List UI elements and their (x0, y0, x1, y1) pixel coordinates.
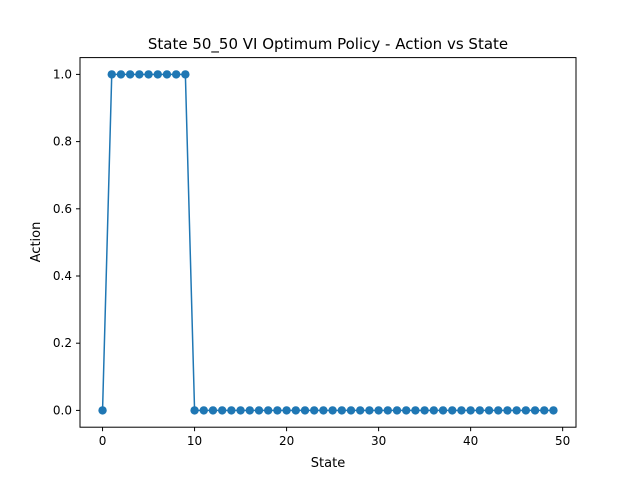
x-axis-ticks: 0 10 20 30 40 50 (99, 427, 570, 448)
x-axis-label: State (311, 456, 345, 471)
y-tick-label: 0.2 (53, 336, 72, 350)
y-axis-ticks: 0.0 0.2 0.4 0.6 0.8 1.0 (53, 67, 80, 417)
data-point (190, 406, 199, 415)
chart-title: State 50_50 VI Optimum Policy - Action v… (148, 35, 508, 54)
data-point (448, 406, 457, 415)
data-point (263, 406, 273, 415)
x-tick-label: 0 (99, 434, 107, 448)
y-tick-label: 0.8 (53, 135, 72, 149)
data-point (171, 70, 181, 79)
data-point (429, 406, 439, 415)
x-tick-label: 20 (279, 434, 294, 448)
data-point (162, 70, 172, 79)
data-point (549, 406, 558, 415)
data-point (227, 406, 236, 415)
x-tick-label: 40 (463, 434, 478, 448)
y-tick-label: 0.0 (53, 403, 72, 417)
data-point (282, 406, 291, 415)
data-point (199, 406, 208, 415)
data-point (411, 406, 420, 415)
data-point (319, 406, 328, 415)
data-point (346, 406, 356, 415)
y-tick-label: 0.4 (53, 269, 72, 283)
data-point (135, 70, 144, 79)
y-tick-label: 0.6 (53, 202, 72, 216)
data-point (484, 406, 494, 415)
data-point (475, 406, 485, 415)
data-point (512, 406, 521, 415)
data-point (365, 406, 374, 415)
data-point (466, 406, 475, 415)
data-point (402, 406, 411, 415)
data-point (392, 406, 402, 415)
data-point (181, 70, 190, 79)
data-point (98, 406, 107, 415)
data-point (521, 406, 531, 415)
plot-frame (79, 57, 577, 428)
data-point (374, 406, 383, 415)
y-tick-label: 1.0 (53, 67, 72, 81)
data-point (494, 406, 503, 415)
data-point (457, 406, 466, 415)
x-tick-label: 30 (371, 434, 386, 448)
data-point (383, 406, 393, 415)
data-point (328, 406, 337, 415)
data-point (530, 406, 540, 415)
data-point (116, 70, 126, 79)
data-point (144, 70, 153, 79)
data-point (125, 70, 135, 79)
data-point (107, 70, 116, 79)
x-tick-label: 50 (555, 434, 570, 448)
data-point (153, 70, 162, 79)
data-point (236, 406, 245, 415)
data-point (217, 406, 227, 415)
data-point (438, 406, 448, 415)
data-point (356, 406, 365, 415)
data-point (420, 406, 429, 415)
data-point (291, 406, 300, 415)
data-point (245, 406, 254, 415)
data-point (337, 406, 347, 415)
data-point (503, 406, 512, 415)
data-point (309, 406, 319, 415)
data-point (300, 406, 310, 415)
data-point (540, 406, 549, 415)
data-point (254, 406, 264, 415)
x-tick-label: 10 (187, 434, 202, 448)
data-point (208, 406, 218, 415)
plot-area (98, 70, 558, 415)
data-point (273, 406, 282, 415)
y-axis-label: Action (29, 222, 44, 263)
